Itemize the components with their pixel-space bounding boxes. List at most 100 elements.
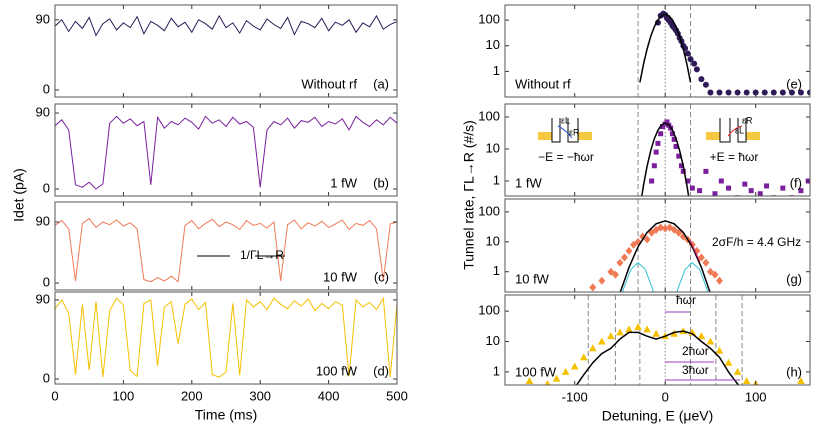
- frame: [54, 291, 398, 385]
- y-tick-label: 100: [478, 203, 500, 218]
- point: [715, 276, 723, 285]
- component-curve: [676, 262, 709, 292]
- annotation: 1 fW: [330, 175, 357, 190]
- y-tick-label: 100: [478, 108, 500, 123]
- point: [652, 329, 660, 337]
- point: [691, 60, 698, 67]
- point: [779, 89, 786, 96]
- note: +E = ħωr: [710, 150, 759, 164]
- note: 2σF/h = 4.4 GHz: [712, 235, 801, 249]
- point: [706, 267, 714, 276]
- fit-line: [641, 122, 690, 196]
- panel-label: (f): [790, 175, 802, 190]
- panel: [637, 5, 810, 97]
- annotation: 10 fW: [515, 271, 550, 286]
- point: [616, 258, 624, 267]
- point: [607, 267, 615, 276]
- x-axis-label: Time (ms): [195, 407, 257, 423]
- y-tick-label: 90: [36, 104, 50, 119]
- point: [797, 377, 805, 385]
- panel-label: (b): [373, 175, 389, 190]
- y-tick-label: 10: [486, 37, 500, 52]
- y-tick-label: 10: [486, 233, 500, 248]
- point: [697, 332, 706, 340]
- point: [702, 81, 709, 88]
- trace: [55, 115, 397, 190]
- panel-label: (h): [786, 364, 802, 379]
- y-tick-label: 90: [36, 11, 50, 26]
- point: [698, 76, 705, 83]
- point: [625, 246, 633, 255]
- arrow: [689, 239, 701, 263]
- point: [643, 235, 651, 244]
- point: [671, 136, 677, 142]
- note: −E = −ħωr: [538, 150, 594, 164]
- x-axis-label: Detuning, E (μeV): [602, 408, 714, 424]
- point: [611, 270, 619, 279]
- point: [702, 258, 710, 267]
- point: [661, 224, 669, 233]
- y-axis-label: Idet (pA): [11, 168, 27, 222]
- trace: [55, 296, 397, 378]
- y-tick-label: 1: [493, 172, 500, 187]
- y-tick-label: 90: [36, 291, 50, 306]
- point: [658, 131, 664, 137]
- point: [687, 56, 694, 63]
- point: [673, 143, 679, 149]
- point: [780, 185, 786, 191]
- y-tick-label: 90: [36, 213, 50, 228]
- x-tick-label: 0: [662, 389, 669, 404]
- y-tick-label: 0: [43, 370, 50, 385]
- point: [752, 89, 759, 96]
- annotation: Without rf: [515, 76, 571, 91]
- point: [657, 223, 665, 232]
- fit-line: [619, 220, 711, 292]
- point: [579, 353, 588, 361]
- note: ħωr: [676, 293, 696, 307]
- point: [734, 89, 741, 96]
- y-tick-label: 100: [478, 12, 500, 27]
- x-tick-label: 100: [113, 388, 135, 403]
- point: [680, 168, 686, 174]
- frame: [54, 103, 398, 197]
- note: εR: [569, 127, 580, 137]
- point: [659, 124, 665, 130]
- point: [588, 344, 597, 352]
- point: [726, 185, 732, 191]
- x-tick-label: 500: [386, 388, 408, 403]
- x-tick-label: 200: [181, 388, 203, 403]
- point: [770, 89, 777, 96]
- point: [697, 188, 703, 194]
- note: 1/ΓL→R: [240, 248, 284, 262]
- panel: [637, 104, 810, 196]
- point: [733, 367, 742, 375]
- point: [634, 323, 642, 331]
- point: [625, 325, 633, 333]
- point: [570, 362, 579, 370]
- point: [724, 358, 733, 366]
- panel: [525, 295, 805, 385]
- point: [697, 253, 705, 262]
- y-tick-label: 0: [43, 274, 50, 289]
- y-tick-label: 0: [43, 81, 50, 96]
- point: [743, 89, 750, 96]
- point: [651, 163, 657, 169]
- point: [807, 89, 810, 96]
- panel-label: (e): [786, 76, 802, 91]
- y-tick-label: 1: [493, 63, 500, 78]
- point: [797, 89, 804, 96]
- annotation: 1 fW: [515, 175, 542, 190]
- fit-line: [639, 13, 692, 83]
- point: [718, 178, 724, 184]
- y-tick-label: 1: [493, 363, 500, 378]
- trace: [55, 217, 397, 283]
- point: [715, 346, 724, 354]
- annotation: Without rf: [301, 76, 357, 91]
- point: [552, 374, 561, 382]
- point: [589, 283, 597, 292]
- point: [676, 153, 682, 159]
- point: [639, 232, 647, 241]
- point: [707, 89, 714, 96]
- point: [525, 377, 534, 385]
